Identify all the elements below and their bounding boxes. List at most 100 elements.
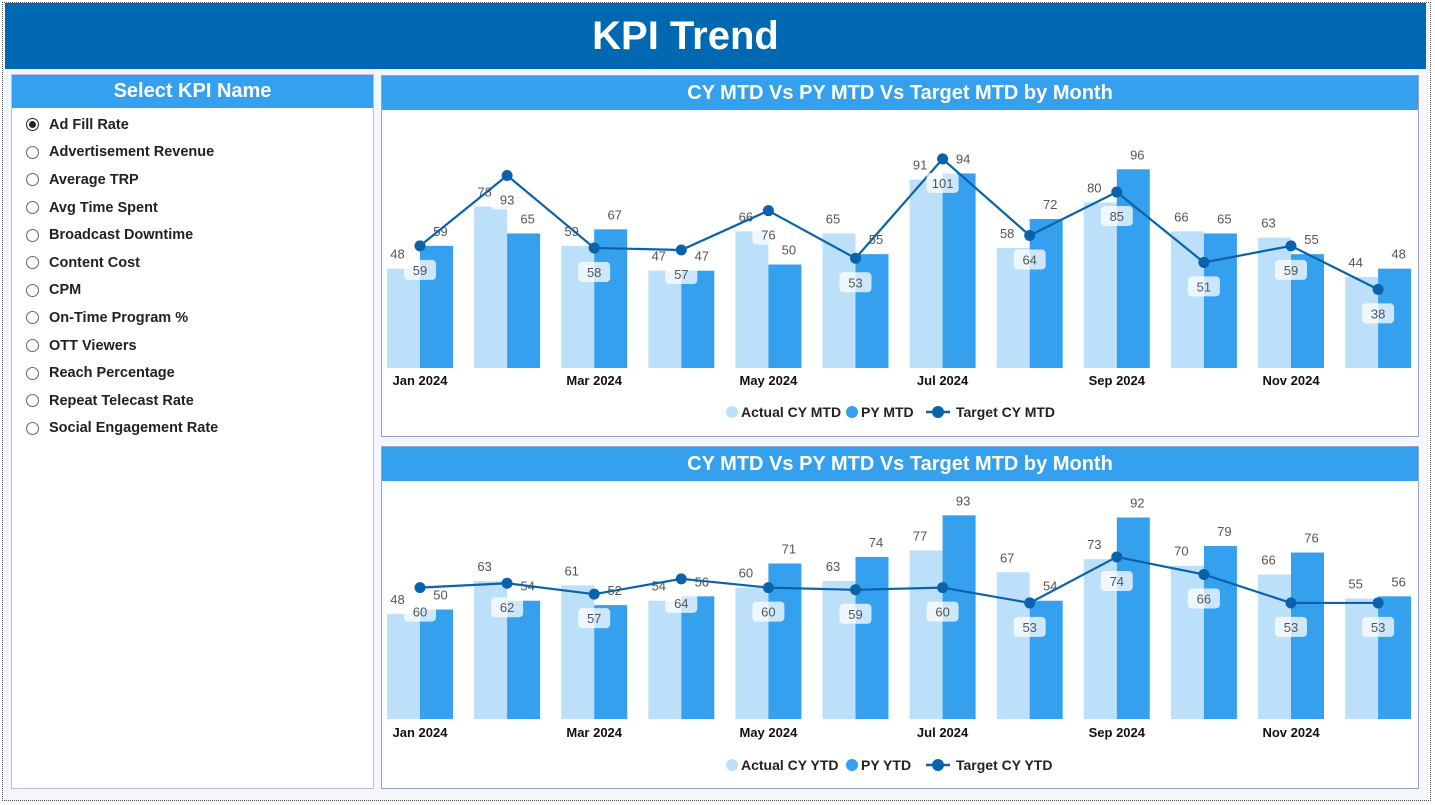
target-point <box>414 582 426 594</box>
target-point <box>588 588 600 600</box>
target-point <box>762 582 774 594</box>
radio-icon[interactable] <box>26 256 39 270</box>
py-data-label: 79 <box>1217 524 1231 539</box>
actual-bar <box>1345 598 1379 719</box>
target-line <box>419 157 1379 291</box>
target-point <box>850 584 861 596</box>
actual-bar <box>387 268 420 368</box>
target-data-label: 53 <box>1284 620 1298 635</box>
py-bar <box>855 556 889 719</box>
target-label-box <box>491 597 524 618</box>
actual-bar <box>648 600 682 719</box>
actual-data-label: 47 <box>652 249 666 264</box>
py-data-label: 92 <box>1130 496 1144 511</box>
radio-icon[interactable] <box>26 201 39 215</box>
target-data-label: 59 <box>848 607 862 622</box>
target-point <box>1285 597 1297 609</box>
kpi-option[interactable]: On-Time Program % <box>12 304 373 332</box>
radio-icon[interactable] <box>26 145 39 159</box>
radio-icon[interactable] <box>26 394 39 408</box>
actual-bar <box>735 231 769 368</box>
kpi-option[interactable]: Advertisement Revenue <box>12 139 373 167</box>
target-point <box>850 252 861 264</box>
kpi-option[interactable]: Average TRP <box>12 166 373 194</box>
x-tick-label: Jan 2024 <box>393 725 449 740</box>
radio-icon[interactable] <box>26 118 39 132</box>
kpi-option[interactable]: Ad Fill Rate <box>12 111 373 139</box>
radio-icon[interactable] <box>26 173 39 187</box>
py-data-label: 65 <box>1217 211 1231 226</box>
py-data-label: 94 <box>956 151 970 166</box>
radio-icon[interactable] <box>26 421 39 435</box>
actual-data-label: 66 <box>739 209 753 224</box>
kpi-option-label: Reach Percentage <box>49 365 175 382</box>
radio-icon[interactable] <box>26 228 39 242</box>
kpi-option[interactable]: Content Cost <box>12 249 373 277</box>
target-data-label: 64 <box>674 596 688 611</box>
actual-bar <box>474 206 508 368</box>
x-tick-label: Jul 2024 <box>917 373 969 388</box>
ytd-chart-panel: CY MTD Vs PY MTD Vs Target MTD by Month … <box>381 446 1419 789</box>
radio-icon[interactable] <box>26 339 39 353</box>
actual-bar <box>1258 574 1291 719</box>
target-data-label: 93 <box>500 192 514 207</box>
target-data-label: 66 <box>1197 591 1211 606</box>
x-tick-label: May 2024 <box>739 725 798 740</box>
kpi-option[interactable]: Repeat Telecast Rate <box>12 387 373 415</box>
target-label-box <box>1100 570 1133 591</box>
py-data-label: 71 <box>782 542 796 557</box>
py-bar <box>768 563 802 719</box>
legend-target-icon <box>932 759 944 771</box>
kpi-option-label: Average TRP <box>49 171 139 188</box>
x-tick-label: Sep 2024 <box>1089 725 1146 740</box>
legend-py-label: PY MTD <box>861 404 914 420</box>
target-label-box <box>1013 249 1046 270</box>
target-data-label: 53 <box>1371 620 1385 635</box>
target-point <box>1111 186 1123 198</box>
target-point <box>762 205 774 217</box>
actual-data-label: 61 <box>564 563 578 578</box>
actual-data-label: 44 <box>1348 255 1362 270</box>
actual-data-label: 63 <box>826 559 840 574</box>
radio-icon[interactable] <box>26 283 39 297</box>
kpi-option-label: OTT Viewers <box>49 337 137 354</box>
x-tick-label: Nov 2024 <box>1262 373 1320 388</box>
slicer-header: Select KPI Name <box>12 75 373 108</box>
kpi-option[interactable]: CPM <box>12 277 373 305</box>
target-data-label: 62 <box>500 600 514 615</box>
legend-target-label: Target CY YTD <box>956 757 1052 773</box>
target-label-box <box>404 259 436 280</box>
actual-bar <box>822 581 856 719</box>
target-point <box>675 244 687 256</box>
py-data-label: 56 <box>1391 574 1405 589</box>
legend-actual-icon <box>726 759 738 771</box>
py-data-label: 50 <box>433 588 447 603</box>
py-bar <box>768 264 802 368</box>
radio-icon[interactable] <box>26 311 39 325</box>
mtd-chart-panel: CY MTD Vs PY MTD Vs Target MTD by Month … <box>381 75 1419 437</box>
target-label-box <box>491 189 524 210</box>
kpi-option[interactable]: Social Engagement Rate <box>12 415 373 443</box>
actual-bar <box>1258 237 1291 368</box>
kpi-option[interactable]: Reach Percentage <box>12 359 373 387</box>
chart-title: CY MTD Vs PY MTD Vs Target MTD by Month <box>382 447 1418 481</box>
actual-bar <box>1170 231 1204 368</box>
target-point <box>501 577 513 589</box>
legend-actual-icon <box>726 406 738 418</box>
kpi-option-label: Repeat Telecast Rate <box>49 392 194 409</box>
kpi-option[interactable]: Avg Time Spent <box>12 194 373 222</box>
py-bar <box>855 254 889 368</box>
target-data-label: 64 <box>1022 253 1036 268</box>
kpi-option[interactable]: Broadcast Downtime <box>12 221 373 249</box>
target-point <box>1372 283 1384 295</box>
radio-icon[interactable] <box>26 366 39 380</box>
kpi-option-label: Advertisement Revenue <box>49 144 215 161</box>
actual-data-label: 66 <box>1261 552 1275 567</box>
target-label-box <box>578 261 611 282</box>
target-data-label: 51 <box>1197 279 1211 294</box>
py-data-label: 76 <box>1304 531 1318 546</box>
kpi-option[interactable]: OTT Viewers <box>12 332 373 360</box>
x-tick-label: Nov 2024 <box>1262 725 1320 740</box>
kpi-option-label: Avg Time Spent <box>49 199 158 216</box>
